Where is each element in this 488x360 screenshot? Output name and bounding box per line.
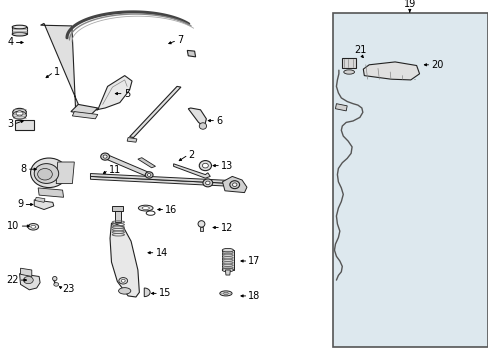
- Ellipse shape: [232, 183, 236, 186]
- Text: 9: 9: [17, 199, 23, 210]
- Polygon shape: [15, 120, 34, 130]
- Ellipse shape: [34, 163, 59, 183]
- Polygon shape: [90, 176, 234, 186]
- Text: 20: 20: [430, 60, 443, 70]
- Ellipse shape: [103, 155, 107, 158]
- Text: 11: 11: [108, 165, 121, 175]
- Ellipse shape: [12, 32, 27, 36]
- Text: 5: 5: [123, 89, 130, 99]
- Text: 19: 19: [403, 0, 415, 9]
- Polygon shape: [222, 176, 246, 193]
- Ellipse shape: [205, 181, 210, 185]
- Polygon shape: [71, 104, 98, 115]
- Polygon shape: [20, 274, 40, 290]
- Text: 3: 3: [7, 119, 14, 129]
- Text: 13: 13: [221, 161, 233, 171]
- Text: 21: 21: [354, 45, 366, 55]
- Text: 7: 7: [177, 35, 183, 45]
- Polygon shape: [173, 164, 210, 178]
- Text: 17: 17: [248, 256, 260, 266]
- Ellipse shape: [199, 161, 211, 171]
- Polygon shape: [335, 104, 346, 111]
- Polygon shape: [188, 108, 206, 127]
- Ellipse shape: [223, 292, 228, 294]
- Ellipse shape: [30, 158, 67, 188]
- Text: 8: 8: [20, 164, 27, 174]
- Ellipse shape: [147, 174, 151, 176]
- Text: 2: 2: [188, 150, 194, 160]
- Ellipse shape: [28, 224, 39, 230]
- Ellipse shape: [145, 172, 153, 178]
- Polygon shape: [96, 76, 132, 110]
- Text: 16: 16: [165, 204, 177, 215]
- Ellipse shape: [222, 248, 233, 252]
- Polygon shape: [342, 58, 355, 68]
- Ellipse shape: [101, 153, 109, 160]
- Text: 10: 10: [7, 221, 20, 231]
- Ellipse shape: [138, 205, 153, 211]
- Polygon shape: [129, 86, 181, 138]
- Circle shape: [23, 276, 33, 284]
- Ellipse shape: [13, 108, 26, 116]
- Polygon shape: [102, 155, 151, 176]
- Circle shape: [16, 111, 23, 116]
- Polygon shape: [20, 268, 32, 276]
- Ellipse shape: [142, 207, 149, 210]
- Ellipse shape: [12, 25, 27, 29]
- Text: 14: 14: [155, 248, 167, 258]
- Text: 6: 6: [216, 116, 222, 126]
- Polygon shape: [225, 270, 230, 275]
- Text: 15: 15: [159, 288, 171, 298]
- Polygon shape: [38, 188, 63, 197]
- Polygon shape: [127, 138, 137, 142]
- Polygon shape: [56, 162, 74, 184]
- Polygon shape: [138, 158, 155, 168]
- Ellipse shape: [229, 181, 239, 189]
- Ellipse shape: [203, 179, 212, 187]
- Ellipse shape: [199, 123, 206, 129]
- Polygon shape: [35, 197, 45, 202]
- Polygon shape: [34, 200, 54, 210]
- Text: 23: 23: [62, 284, 75, 294]
- Polygon shape: [41, 23, 85, 114]
- FancyBboxPatch shape: [332, 13, 487, 347]
- Polygon shape: [115, 211, 121, 222]
- Text: 22: 22: [6, 275, 19, 285]
- Polygon shape: [187, 50, 195, 57]
- Ellipse shape: [119, 288, 131, 294]
- Ellipse shape: [202, 163, 208, 168]
- Polygon shape: [110, 223, 139, 297]
- Polygon shape: [199, 227, 203, 231]
- Ellipse shape: [222, 268, 233, 272]
- Text: 4: 4: [7, 37, 14, 48]
- Circle shape: [54, 283, 59, 286]
- Text: 12: 12: [221, 222, 233, 233]
- Polygon shape: [222, 250, 233, 270]
- Polygon shape: [12, 27, 27, 34]
- Polygon shape: [112, 206, 123, 211]
- Text: 18: 18: [248, 291, 260, 301]
- Polygon shape: [363, 62, 419, 80]
- Ellipse shape: [119, 278, 127, 284]
- Text: 1: 1: [54, 67, 60, 77]
- Ellipse shape: [198, 221, 204, 227]
- Polygon shape: [72, 112, 98, 119]
- Ellipse shape: [121, 279, 125, 282]
- Ellipse shape: [31, 225, 36, 228]
- Ellipse shape: [219, 291, 232, 296]
- Polygon shape: [90, 174, 234, 184]
- Ellipse shape: [38, 168, 52, 180]
- Ellipse shape: [53, 276, 57, 281]
- Ellipse shape: [13, 111, 26, 119]
- Polygon shape: [144, 288, 150, 297]
- Ellipse shape: [343, 70, 354, 74]
